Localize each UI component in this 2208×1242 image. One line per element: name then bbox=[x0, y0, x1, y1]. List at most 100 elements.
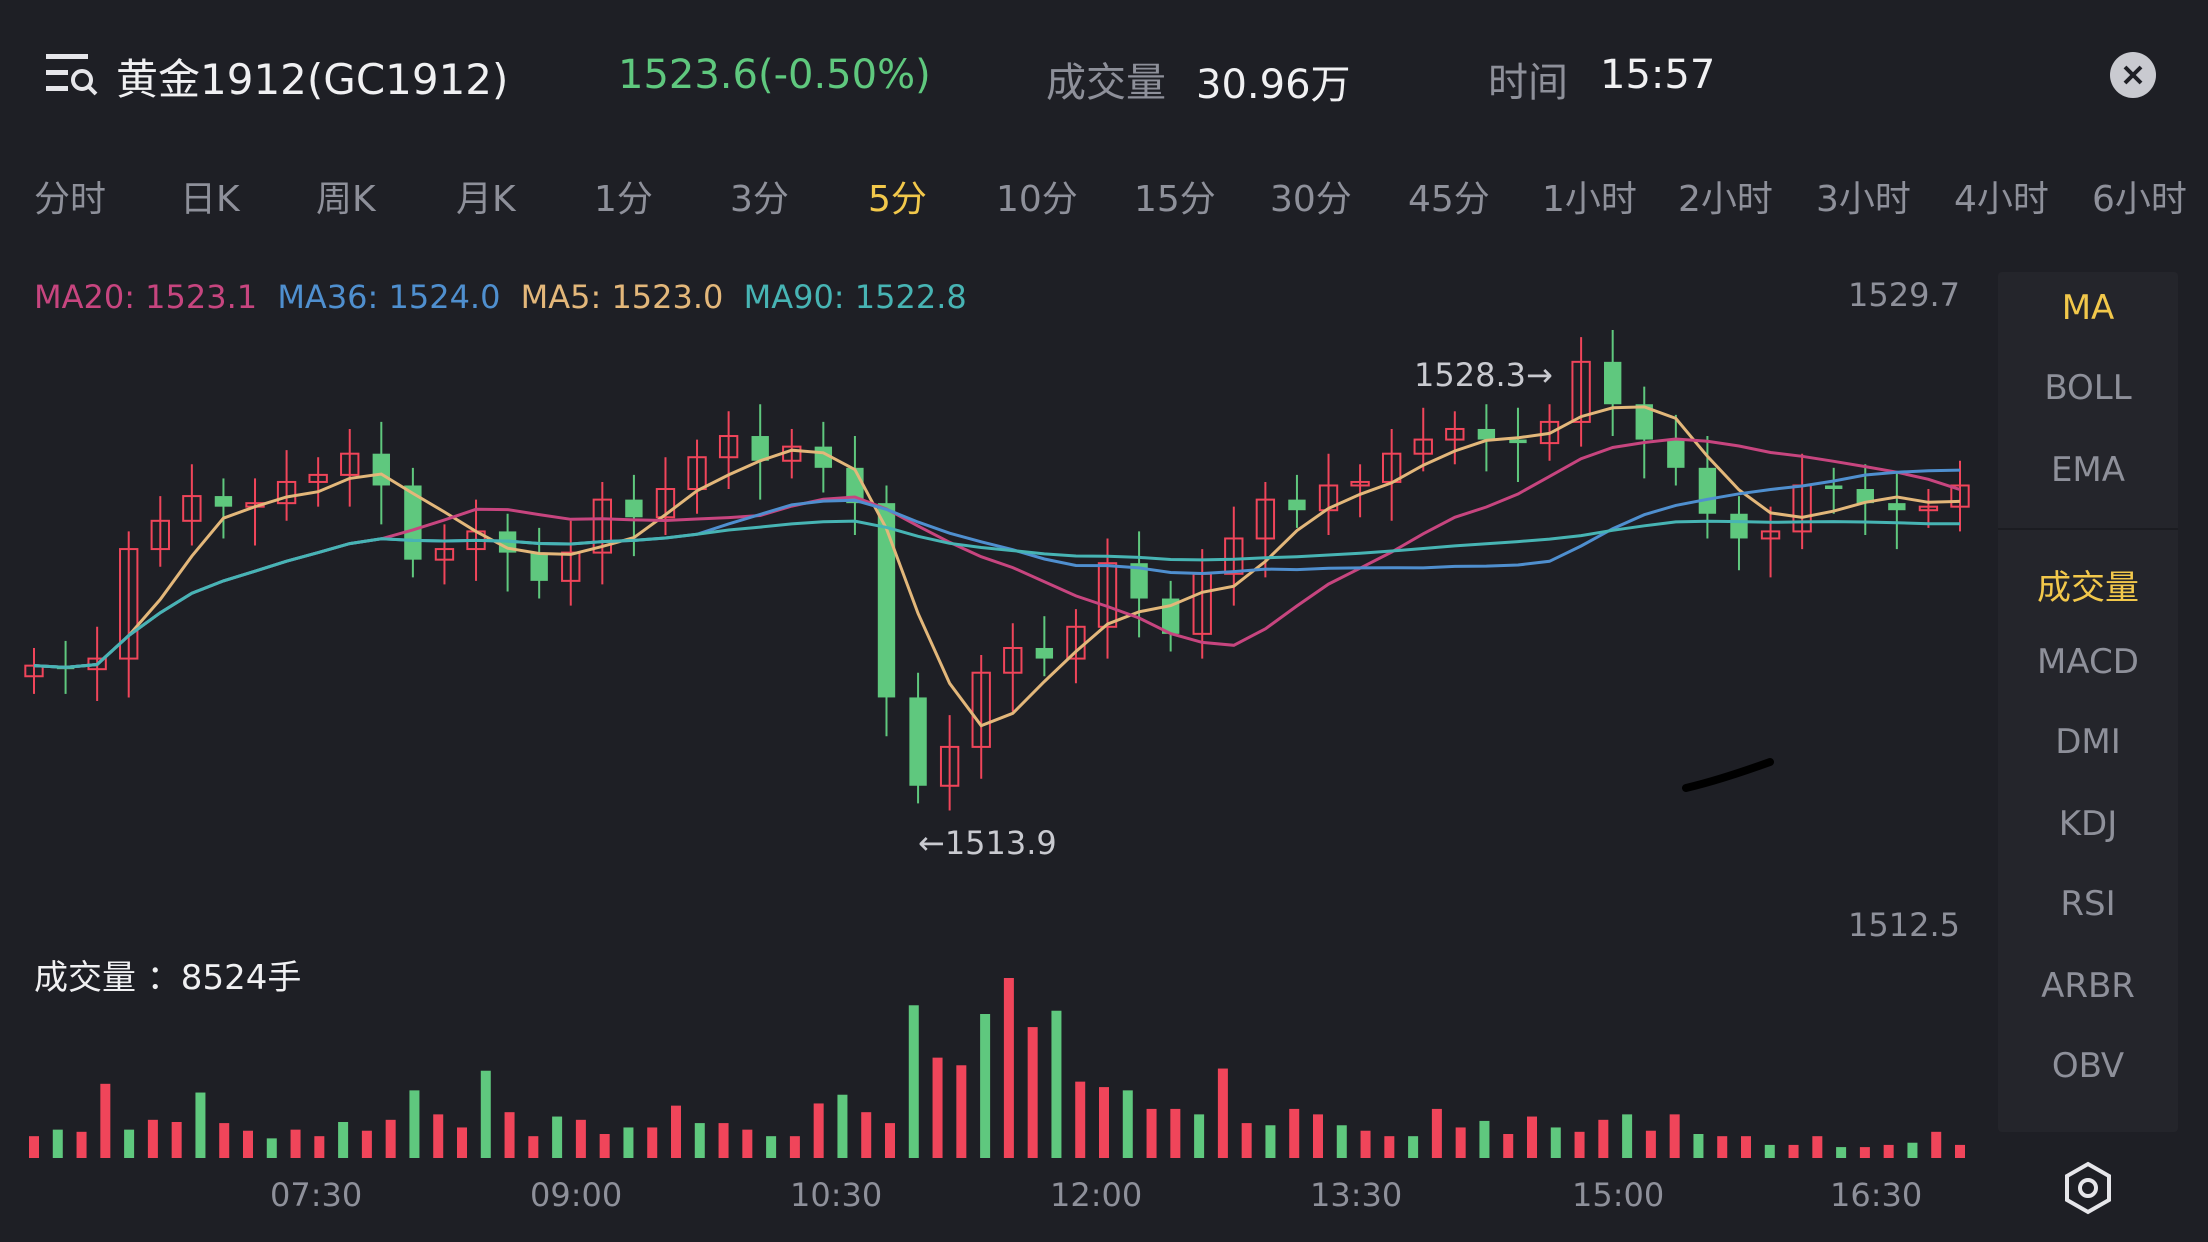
close-button[interactable] bbox=[2110, 52, 2156, 98]
tab-4hour[interactable]: 4小时 bbox=[1954, 179, 2049, 220]
volume-bar bbox=[956, 1065, 967, 1158]
volume-bar bbox=[385, 1119, 396, 1158]
volume-bar bbox=[219, 1123, 230, 1158]
volume-bar bbox=[885, 1123, 895, 1158]
volume-bar bbox=[599, 1134, 610, 1158]
settings-icon[interactable] bbox=[2060, 1160, 2116, 1216]
volume-title: 成交量 ：8524手 bbox=[34, 958, 302, 998]
volume-bar bbox=[1075, 1081, 1086, 1158]
volume-bar bbox=[361, 1130, 372, 1158]
candle-body bbox=[1509, 439, 1527, 444]
volume-bar bbox=[1170, 1108, 1181, 1158]
volume-bar bbox=[480, 1070, 491, 1158]
time-tick: 09:00 bbox=[530, 1176, 623, 1214]
candle-body bbox=[1288, 499, 1306, 511]
indicator-ema[interactable]: EMA bbox=[2050, 450, 2126, 490]
candle-body bbox=[1539, 420, 1560, 445]
candle-body bbox=[1667, 439, 1685, 468]
volume-bar bbox=[1455, 1127, 1466, 1158]
min-price-label: ←1513.9 bbox=[918, 824, 1057, 862]
volume-bar bbox=[195, 1092, 206, 1158]
volume-bar bbox=[314, 1136, 325, 1158]
volume-bar bbox=[980, 1014, 991, 1158]
volume-bar bbox=[1265, 1125, 1276, 1158]
candle-body bbox=[1918, 505, 1939, 512]
volume-bar bbox=[1360, 1130, 1371, 1158]
menu-search-icon[interactable] bbox=[46, 52, 98, 98]
candle-body bbox=[1604, 361, 1622, 405]
tab-2hour[interactable]: 2小时 bbox=[1678, 179, 1773, 220]
volume-bar bbox=[552, 1116, 563, 1158]
tab-month[interactable]: 月K bbox=[456, 179, 516, 220]
indicator-ma[interactable]: MA bbox=[2061, 288, 2115, 328]
volume-bar bbox=[1883, 1144, 1894, 1158]
candle-body bbox=[119, 548, 139, 660]
candle-body bbox=[1888, 503, 1906, 511]
close-icon bbox=[2123, 65, 2143, 85]
volume-bar bbox=[1931, 1131, 1942, 1158]
indicator-arbr[interactable]: ARBR bbox=[2041, 966, 2135, 1006]
candle-body bbox=[1950, 484, 1970, 508]
tab-15min[interactable]: 15分 bbox=[1134, 179, 1216, 220]
volume-bar bbox=[1503, 1134, 1514, 1158]
indicator-dmi[interactable]: DMI bbox=[2055, 722, 2121, 762]
indicator-kdj[interactable]: KDJ bbox=[2058, 804, 2118, 844]
indicator-rsi[interactable]: RSI bbox=[2060, 884, 2116, 924]
candle-body bbox=[182, 495, 202, 522]
candle-body bbox=[1413, 438, 1433, 455]
volume-bar bbox=[1003, 978, 1014, 1158]
volume-bar bbox=[1764, 1144, 1775, 1158]
candle-body bbox=[1698, 467, 1717, 514]
volume-chart[interactable] bbox=[0, 960, 1980, 1160]
contract-title[interactable]: 黄金1912(GC1912) bbox=[116, 55, 509, 104]
volume-bar bbox=[1955, 1144, 1965, 1158]
tab-5min[interactable]: 5分 bbox=[868, 179, 927, 220]
candle-body bbox=[909, 697, 927, 786]
volume-bar bbox=[1693, 1134, 1704, 1158]
candle-body bbox=[308, 473, 328, 483]
tab-30min[interactable]: 30分 bbox=[1270, 179, 1352, 220]
indicator-boll[interactable]: BOLL bbox=[2044, 368, 2132, 408]
volume-bar bbox=[433, 1114, 444, 1158]
tab-3hour[interactable]: 3小时 bbox=[1816, 179, 1911, 220]
tab-day[interactable]: 日K bbox=[180, 179, 240, 220]
volume-bar bbox=[52, 1129, 63, 1158]
volume-bar bbox=[1431, 1108, 1442, 1158]
price-axis-high: 1529.7 bbox=[1848, 276, 1960, 314]
tab-45min[interactable]: 45分 bbox=[1408, 179, 1490, 220]
candle-body bbox=[1130, 563, 1148, 599]
candle-body bbox=[340, 452, 360, 476]
tab-6hour[interactable]: 6小时 bbox=[2092, 179, 2187, 220]
candlestick-chart[interactable]: 1528.3→ ←1513.9 bbox=[0, 250, 1980, 870]
indicator-macd[interactable]: MACD bbox=[2037, 642, 2139, 682]
volume-bar bbox=[1408, 1136, 1419, 1158]
indicator-volume[interactable]: 成交量 bbox=[2037, 568, 2139, 608]
drawn-stroke bbox=[1682, 758, 1774, 792]
indicator-obv[interactable]: OBV bbox=[2051, 1046, 2125, 1086]
tab-fenshi[interactable]: 分时 bbox=[34, 179, 107, 220]
candle-body bbox=[1571, 360, 1591, 423]
tab-10min[interactable]: 10分 bbox=[996, 179, 1078, 220]
candle-body bbox=[718, 435, 739, 459]
volume-bar bbox=[409, 1090, 420, 1158]
panel-divider bbox=[1998, 528, 2178, 530]
volume-bar bbox=[1574, 1131, 1585, 1158]
volume-bar bbox=[1051, 1010, 1062, 1158]
tab-3min[interactable]: 3分 bbox=[730, 179, 789, 220]
candle-body bbox=[434, 548, 455, 561]
time-value: 15:57 bbox=[1600, 52, 1716, 98]
volume-bar bbox=[766, 1136, 777, 1158]
volume-bar bbox=[1336, 1125, 1347, 1158]
tab-1min[interactable]: 1分 bbox=[594, 179, 653, 220]
volume-bar bbox=[1289, 1108, 1300, 1158]
volume-bar bbox=[1598, 1119, 1609, 1158]
candle-body bbox=[214, 496, 233, 507]
volume-bar bbox=[813, 1103, 824, 1158]
candle-body bbox=[939, 745, 960, 787]
candle-body bbox=[530, 552, 548, 581]
tab-1hour[interactable]: 1小时 bbox=[1542, 179, 1637, 220]
candle-body bbox=[276, 480, 297, 505]
volume-bar bbox=[861, 1112, 872, 1158]
candle-body bbox=[687, 456, 707, 491]
tab-week[interactable]: 周K bbox=[316, 179, 376, 220]
